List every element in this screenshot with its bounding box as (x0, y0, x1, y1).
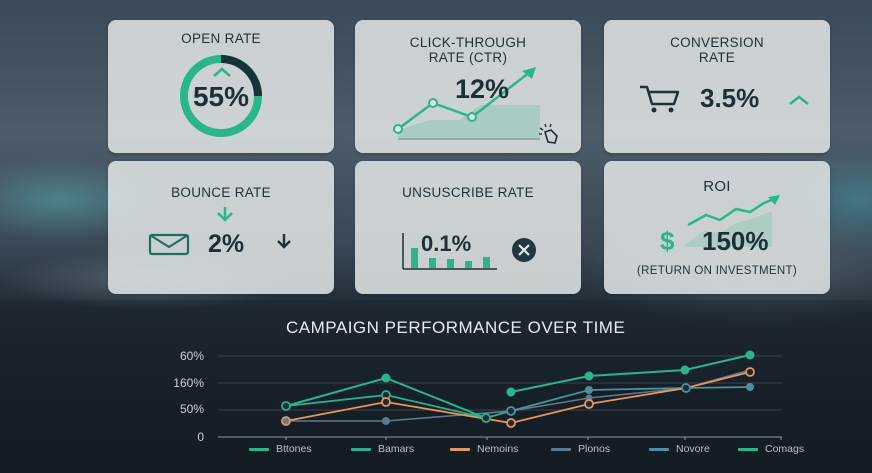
click-cursor-icon (539, 123, 558, 144)
chart-title: CAMPAIGN PERFORMANCE OVER TIME (286, 318, 626, 337)
legend-label: Bamars (378, 443, 415, 455)
open-rate-title: OPEN RATE (181, 31, 261, 46)
conversion-card[interactable]: CONVERSION RATE 3.5% (604, 20, 830, 153)
arrow-down-icon (217, 207, 233, 222)
ctr-title-line1: CLICK-THROUGH (409, 35, 527, 50)
series-plonos (286, 369, 751, 422)
ctr-title-line2: RATE (CTR) (428, 50, 508, 65)
unsubscribe-card[interactable]: UNSUSCRIBE RATE 0.1% (355, 161, 581, 294)
conversion-title-line2: RATE (698, 50, 736, 65)
open-rate-value: 55% (192, 81, 250, 112)
envelope-icon (148, 233, 190, 256)
y-tick-label: 0 (197, 430, 204, 444)
legend-label: Plonos (578, 443, 611, 455)
dollar-icon: $ (660, 226, 675, 256)
legend-label: Comags (765, 443, 805, 455)
legend-item-novore[interactable]: Novore (649, 442, 710, 456)
legend-swatch (649, 447, 669, 451)
conversion-title-line1: CONVERSION (670, 35, 764, 50)
legend-label: Novore (676, 443, 710, 455)
shopping-cart-icon (640, 85, 680, 113)
unsubscribe-value: 0.1% (421, 231, 472, 256)
unsubscribe-title: UNSUSCRIBE RATE (402, 185, 534, 200)
legend-swatch (450, 447, 470, 451)
chevron-up-icon (213, 67, 231, 77)
bar-chart-icon (402, 233, 497, 270)
legend-item-nemoins[interactable]: Nemoins (450, 442, 518, 456)
y-tick-label: 50% (179, 402, 204, 416)
bounce-title: BOUNCE RATE (171, 185, 271, 200)
legend-item-plonos[interactable]: Plonos (551, 442, 610, 456)
trend-line-icon (393, 67, 540, 140)
trend-arrow-icon (684, 195, 780, 247)
series-nemoins (285, 371, 751, 424)
ctr-value: 12% (455, 74, 510, 104)
y-tick-label: 160% (173, 376, 204, 390)
gridlines (218, 355, 782, 411)
ctr-card[interactable]: CLICK-THROUGH RATE (CTR) 12% (355, 20, 581, 153)
roi-title: ROI (703, 178, 731, 195)
legend-label: Nemoins (477, 443, 519, 455)
legend-swatch (351, 447, 371, 451)
series-comags (510, 354, 751, 393)
arrow-down-icon (277, 234, 291, 249)
legend-label: Bttones (276, 443, 312, 455)
legend-swatch (738, 447, 758, 451)
roi-value: 150% (702, 226, 769, 256)
x-ticks (285, 437, 782, 440)
open-rate-card[interactable]: OPEN RATE 55% (108, 20, 334, 153)
legend-swatch (249, 447, 269, 451)
series-bamars (285, 394, 512, 419)
ring-gauge-icon (180, 55, 262, 137)
legend-item-comags[interactable]: Comags (738, 442, 804, 456)
legend-swatch (551, 447, 571, 451)
roi-card[interactable]: ROI $ 150% (RETURN ON INVESTMENT) (604, 161, 830, 294)
data-markers (281, 350, 755, 428)
bounce-value: 2% (208, 230, 245, 258)
roi-subtitle: (RETURN ON INVESTMENT) (637, 265, 797, 277)
y-tick-label: 60% (179, 349, 204, 363)
unsubscribe-x-icon (512, 238, 536, 262)
legend-item-bttones[interactable]: Bttones (249, 442, 312, 456)
bounce-card[interactable]: BOUNCE RATE 2% (108, 161, 334, 294)
legend-item-bamars[interactable]: Bamars (351, 442, 414, 456)
conversion-value: 3.5% (700, 83, 760, 113)
series-novore (510, 386, 751, 412)
chevron-up-icon (789, 95, 809, 105)
